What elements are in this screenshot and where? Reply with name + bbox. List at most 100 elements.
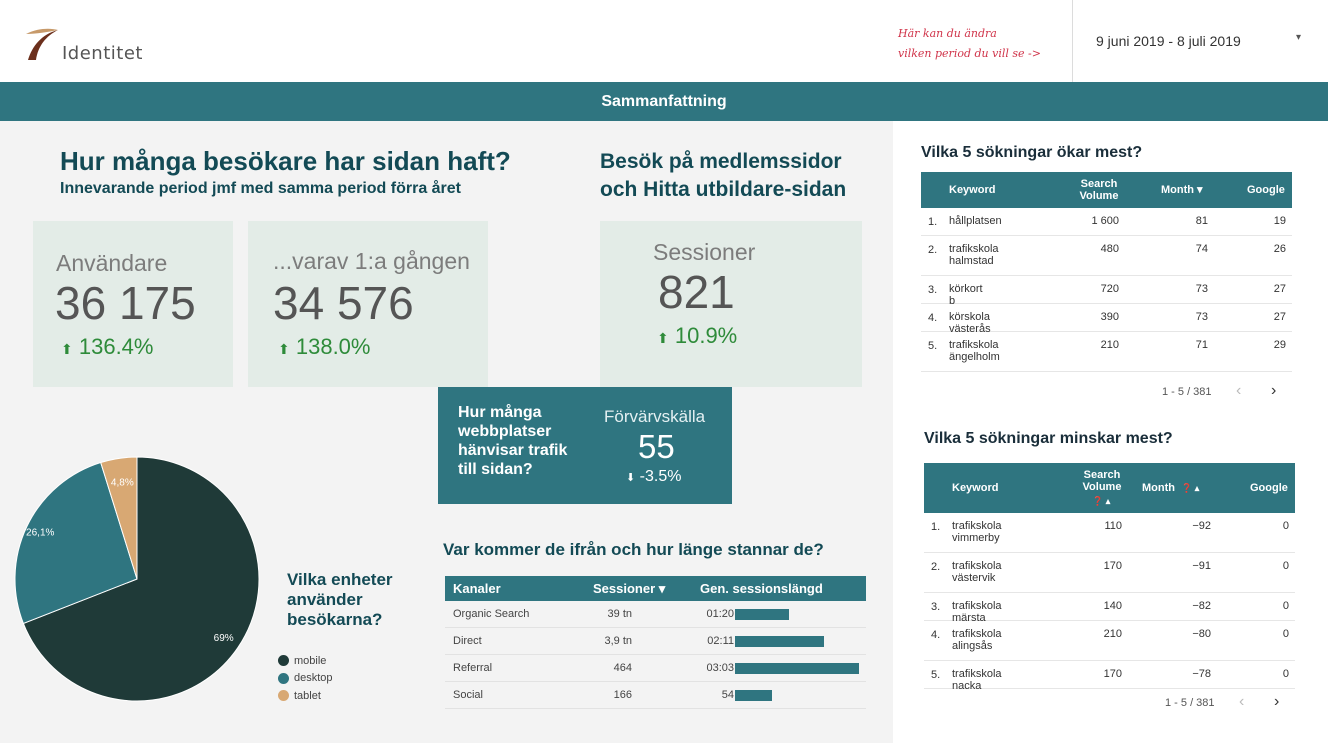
period-hint: Här kan du ändra vilken period du vill s…	[898, 24, 1041, 64]
acquisition-question: Hur många webbplatser hänvisar trafik ti…	[458, 404, 568, 478]
keyword-line1: trafikskola	[949, 339, 999, 351]
col-volume[interactable]: Search Volume	[1082, 469, 1122, 493]
info-sort-icon[interactable]: ❓ ▴	[1092, 496, 1111, 506]
member-pages-heading-line2: och Hitta utbildare-sidan	[600, 178, 847, 201]
pagination-label: 1 - 5 / 381	[1165, 697, 1215, 709]
legend-label: mobile	[294, 654, 327, 667]
keyword-line2: ängelholm	[949, 351, 1000, 363]
table-row: 1. hållplatsen 1 600 81 19	[921, 208, 1292, 236]
volume-cell: 390	[1100, 311, 1119, 323]
col-keyword[interactable]: Keyword	[949, 184, 996, 196]
length-bar	[735, 636, 824, 647]
col-sessions[interactable]: Sessioner ▾	[593, 581, 666, 596]
row-index: 2.	[931, 561, 941, 573]
row-index: 4.	[931, 629, 941, 641]
kpi-label: Användare	[56, 250, 168, 276]
table-row: 4. körskola västerås 390 73 27	[921, 304, 1292, 335]
keyword-line1: trafikskola	[952, 560, 1002, 572]
col-channel[interactable]: Kanaler	[453, 581, 501, 596]
visitors-heading: Hur många besökare har sidan haft?	[60, 146, 511, 176]
arrow-up-icon: ⬆	[61, 341, 73, 357]
month-cell: −91	[1192, 560, 1211, 572]
logo-icon	[26, 28, 58, 60]
visitors-subheading: Innevarande period jmf med samma period …	[60, 180, 462, 197]
col-session-length[interactable]: Gen. sessionslängd	[700, 581, 823, 596]
month-cell: 71	[1195, 339, 1208, 351]
legend-label: desktop	[294, 672, 333, 685]
month-cell: −92	[1192, 520, 1211, 532]
col-google[interactable]: Google	[1247, 184, 1285, 196]
keyword-line1: trafikskola nacka	[952, 668, 1002, 692]
kpi-sessions: Sessioner 821 ⬆ 10.9%	[600, 221, 862, 387]
col-month[interactable]: Month	[1142, 482, 1175, 494]
acquisition-card: Hur många webbplatser hänvisar trafik ti…	[438, 387, 732, 504]
table-header: Keyword Search Volume Month ▾ Google	[921, 172, 1292, 208]
volume-cell: 170	[1103, 668, 1122, 680]
channel-name: Direct	[453, 635, 482, 647]
row-index: 2.	[928, 244, 938, 256]
channel-sessions: 166	[613, 689, 632, 701]
member-pages-heading-line1: Besök på medlemssidor	[600, 150, 842, 173]
keyword-line1: trafikskola	[952, 628, 1002, 640]
chevron-left-icon[interactable]: ‹	[1239, 693, 1245, 710]
legend-label: tablet	[294, 689, 321, 702]
divider	[1072, 0, 1073, 82]
table-row: 2. trafikskola halmstad 480 74 26	[921, 236, 1292, 276]
channel-name: Organic Search	[453, 608, 530, 620]
member-pages-heading: Besök på medlemssidor och Hitta utbildar…	[600, 148, 846, 204]
arrow-up-icon: ⬆	[278, 341, 290, 357]
legend-item-mobile: mobile	[278, 652, 333, 670]
google-cell: 19	[1273, 215, 1286, 227]
table-header: Keyword Search Volume ❓ ▴ Month ❓ ▴ Goog…	[924, 463, 1295, 513]
increase-heading: Vilka 5 sökningar ökar mest?	[921, 144, 1143, 161]
keyword-line2: halmstad	[949, 255, 994, 267]
length-bar	[735, 690, 772, 701]
pie-slice-desktop	[14, 461, 138, 625]
month-cell: 74	[1195, 243, 1208, 255]
col-month[interactable]: Month ▾	[1161, 184, 1203, 196]
pie-label-desktop: 26,1%	[26, 527, 54, 538]
table-row: Direct 3,9 tn 02:11	[445, 628, 866, 655]
chevron-right-icon[interactable]: ›	[1271, 382, 1277, 399]
keyword-line2: västervik	[952, 572, 996, 584]
google-cell: 0	[1282, 520, 1289, 532]
volume-cell: 110	[1104, 520, 1122, 532]
keyword-line1: körskola västerås	[949, 311, 991, 335]
chevron-down-icon[interactable]: ▾	[1296, 32, 1302, 43]
date-range-selector[interactable]: 9 juni 2019 - 8 juli 2019	[1096, 33, 1241, 49]
chevron-right-icon[interactable]: ›	[1274, 693, 1280, 710]
kpi-change: 10.9%	[674, 323, 738, 348]
google-cell: 0	[1282, 560, 1289, 572]
table-row: 3. trafikskola märsta 140 −82 0	[924, 593, 1295, 624]
kpi-label: Sessioner	[653, 239, 756, 265]
info-sort-icon[interactable]: ❓ ▴	[1181, 483, 1200, 493]
month-cell: 81	[1195, 215, 1208, 227]
google-cell: 26	[1273, 243, 1286, 255]
keyword-line1: trafikskola märsta	[952, 600, 1002, 624]
arrow-down-icon: ⬇	[626, 472, 636, 484]
google-cell: 27	[1273, 283, 1286, 295]
pie-slice-tablet	[100, 456, 138, 580]
channel-length: 02:11	[707, 635, 734, 647]
col-google[interactable]: Google	[1250, 482, 1288, 494]
channels-heading: Var kommer de ifrån och hur länge stanna…	[443, 540, 824, 559]
month-cell: 73	[1195, 311, 1208, 323]
col-keyword[interactable]: Keyword	[952, 482, 999, 494]
chevron-left-icon[interactable]: ‹	[1236, 382, 1242, 399]
table-row: Organic Search 39 tn 01:20	[445, 601, 866, 628]
keyword-line1: körkort b	[949, 283, 983, 307]
channel-sessions: 464	[613, 662, 632, 674]
kpi-value: 34 576	[273, 277, 414, 329]
row-index: 3.	[931, 601, 941, 613]
legend-item-tablet: tablet	[278, 687, 333, 705]
logo-text: Identitet	[62, 43, 143, 64]
month-cell: 73	[1195, 283, 1208, 295]
col-volume[interactable]: Search Volume	[1079, 178, 1119, 202]
month-cell: −78	[1192, 668, 1211, 680]
channel-sessions: 39 tn	[607, 608, 632, 620]
table-header: Kanaler Sessioner ▾ Gen. sessionslängd	[445, 576, 866, 601]
kpi-value: 821	[658, 266, 735, 318]
table-row: Social 166 54	[445, 682, 866, 709]
period-hint-line2: vilken period du vill se ->	[898, 47, 1041, 60]
table-row: 4. trafikskola alingsås 210 −80 0	[924, 621, 1295, 661]
